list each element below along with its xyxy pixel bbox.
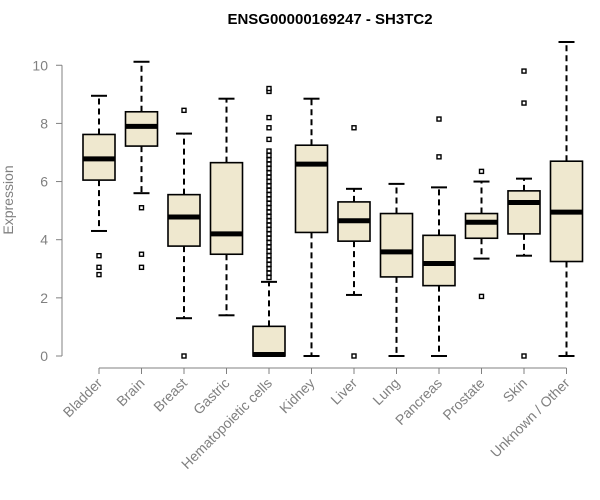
box-iqr: [422, 234, 456, 287]
box-group: [549, 41, 584, 357]
box-iqr: [464, 212, 499, 240]
y-axis: 0 2 4 6 8 10: [32, 57, 63, 364]
outlier-point: [266, 213, 272, 220]
y-tick-label: 8: [40, 115, 48, 131]
outlier-point: [266, 261, 272, 268]
box-iqr: [167, 193, 201, 247]
outlier-point: [266, 222, 272, 228]
outlier-point: [266, 187, 272, 193]
box-group: [167, 107, 201, 359]
box-group: [252, 85, 286, 358]
outlier-point: [181, 107, 187, 114]
outlier-point: [351, 353, 357, 359]
outlier-point: [266, 114, 272, 121]
box-group: [209, 97, 244, 317]
outlier-point: [266, 235, 272, 241]
outlier-point: [266, 270, 272, 276]
outlier-point: [181, 353, 187, 359]
outlier-point: [266, 174, 272, 180]
outlier-point: [266, 218, 272, 224]
y-tick-label: 4: [40, 232, 48, 248]
x-tick-label: Lung: [369, 375, 402, 408]
box-iqr: [294, 144, 329, 234]
box-iqr: [124, 110, 159, 147]
outlier-point: [266, 231, 272, 237]
box-iqr: [252, 325, 286, 357]
outlier-point: [96, 264, 102, 271]
outlier-point: [138, 264, 145, 271]
outlier-point: [266, 178, 272, 185]
x-tick-label: Prostate: [439, 375, 487, 423]
y-tick-label: 0: [40, 348, 48, 364]
box-group: [337, 125, 371, 359]
box-group: [124, 60, 159, 271]
outlier-point: [521, 353, 527, 359]
box-group: [464, 168, 499, 300]
box-group: [379, 182, 414, 357]
outlier-point: [96, 252, 102, 259]
x-tick-label: Bladder: [60, 375, 106, 421]
box-iqr: [379, 212, 414, 278]
outlier-point: [266, 183, 272, 189]
outlier-point: [266, 165, 272, 172]
outlier-point: [266, 85, 272, 92]
outlier-point: [266, 205, 272, 211]
box-iqr: [209, 161, 244, 256]
y-axis-label: Expression: [0, 165, 16, 234]
outlier-point: [436, 116, 442, 122]
outlier-point: [266, 252, 272, 259]
outlier-point: [266, 191, 272, 198]
outlier-point: [266, 266, 272, 272]
y-tick-label: 10: [32, 57, 48, 73]
x-tick-label: Brain: [113, 375, 147, 409]
box-group: [507, 68, 541, 359]
outlier-point: [266, 226, 272, 233]
box-group: [82, 94, 116, 278]
x-tick-label: Skin: [500, 375, 531, 406]
outlier-point: [478, 293, 485, 300]
outlier-point: [138, 205, 145, 211]
outlier-point: [521, 100, 527, 106]
outlier-point: [266, 136, 272, 143]
outlier-point: [266, 125, 272, 131]
x-tick-label: Kidney: [276, 375, 318, 417]
outlier-point: [521, 68, 527, 74]
outlier-point: [96, 271, 102, 278]
outlier-point: [266, 152, 272, 159]
box-group: [294, 97, 329, 357]
x-tick-label: Pancreas: [392, 375, 445, 428]
outlier-point: [351, 125, 357, 131]
outlier-point: [478, 168, 485, 175]
box-group: [422, 116, 456, 357]
outlier-point: [266, 200, 272, 207]
outlier-point: [266, 209, 272, 215]
outlier-point: [266, 157, 272, 163]
outlier-point: [266, 170, 272, 176]
outlier-point: [266, 161, 272, 167]
box-series: [82, 41, 584, 359]
y-tick-label: 2: [40, 290, 48, 306]
chart-title: ENSG00000169247 - SH3TC2: [227, 11, 432, 28]
outlier-point: [266, 148, 272, 154]
x-tick-label: Liver: [327, 375, 360, 408]
outlier-point: [266, 244, 272, 250]
outlier-point: [138, 251, 145, 257]
outlier-point: [266, 196, 272, 202]
outlier-point: [266, 239, 272, 246]
outlier-point: [436, 154, 442, 160]
y-tick-label: 6: [40, 174, 48, 190]
x-tick-label: Breast: [150, 375, 190, 415]
outlier-point: [266, 274, 272, 281]
box-iqr: [507, 190, 541, 235]
outlier-point: [266, 257, 272, 263]
outlier-point: [266, 248, 272, 255]
x-tick-label: Unknown / Other: [487, 375, 573, 461]
